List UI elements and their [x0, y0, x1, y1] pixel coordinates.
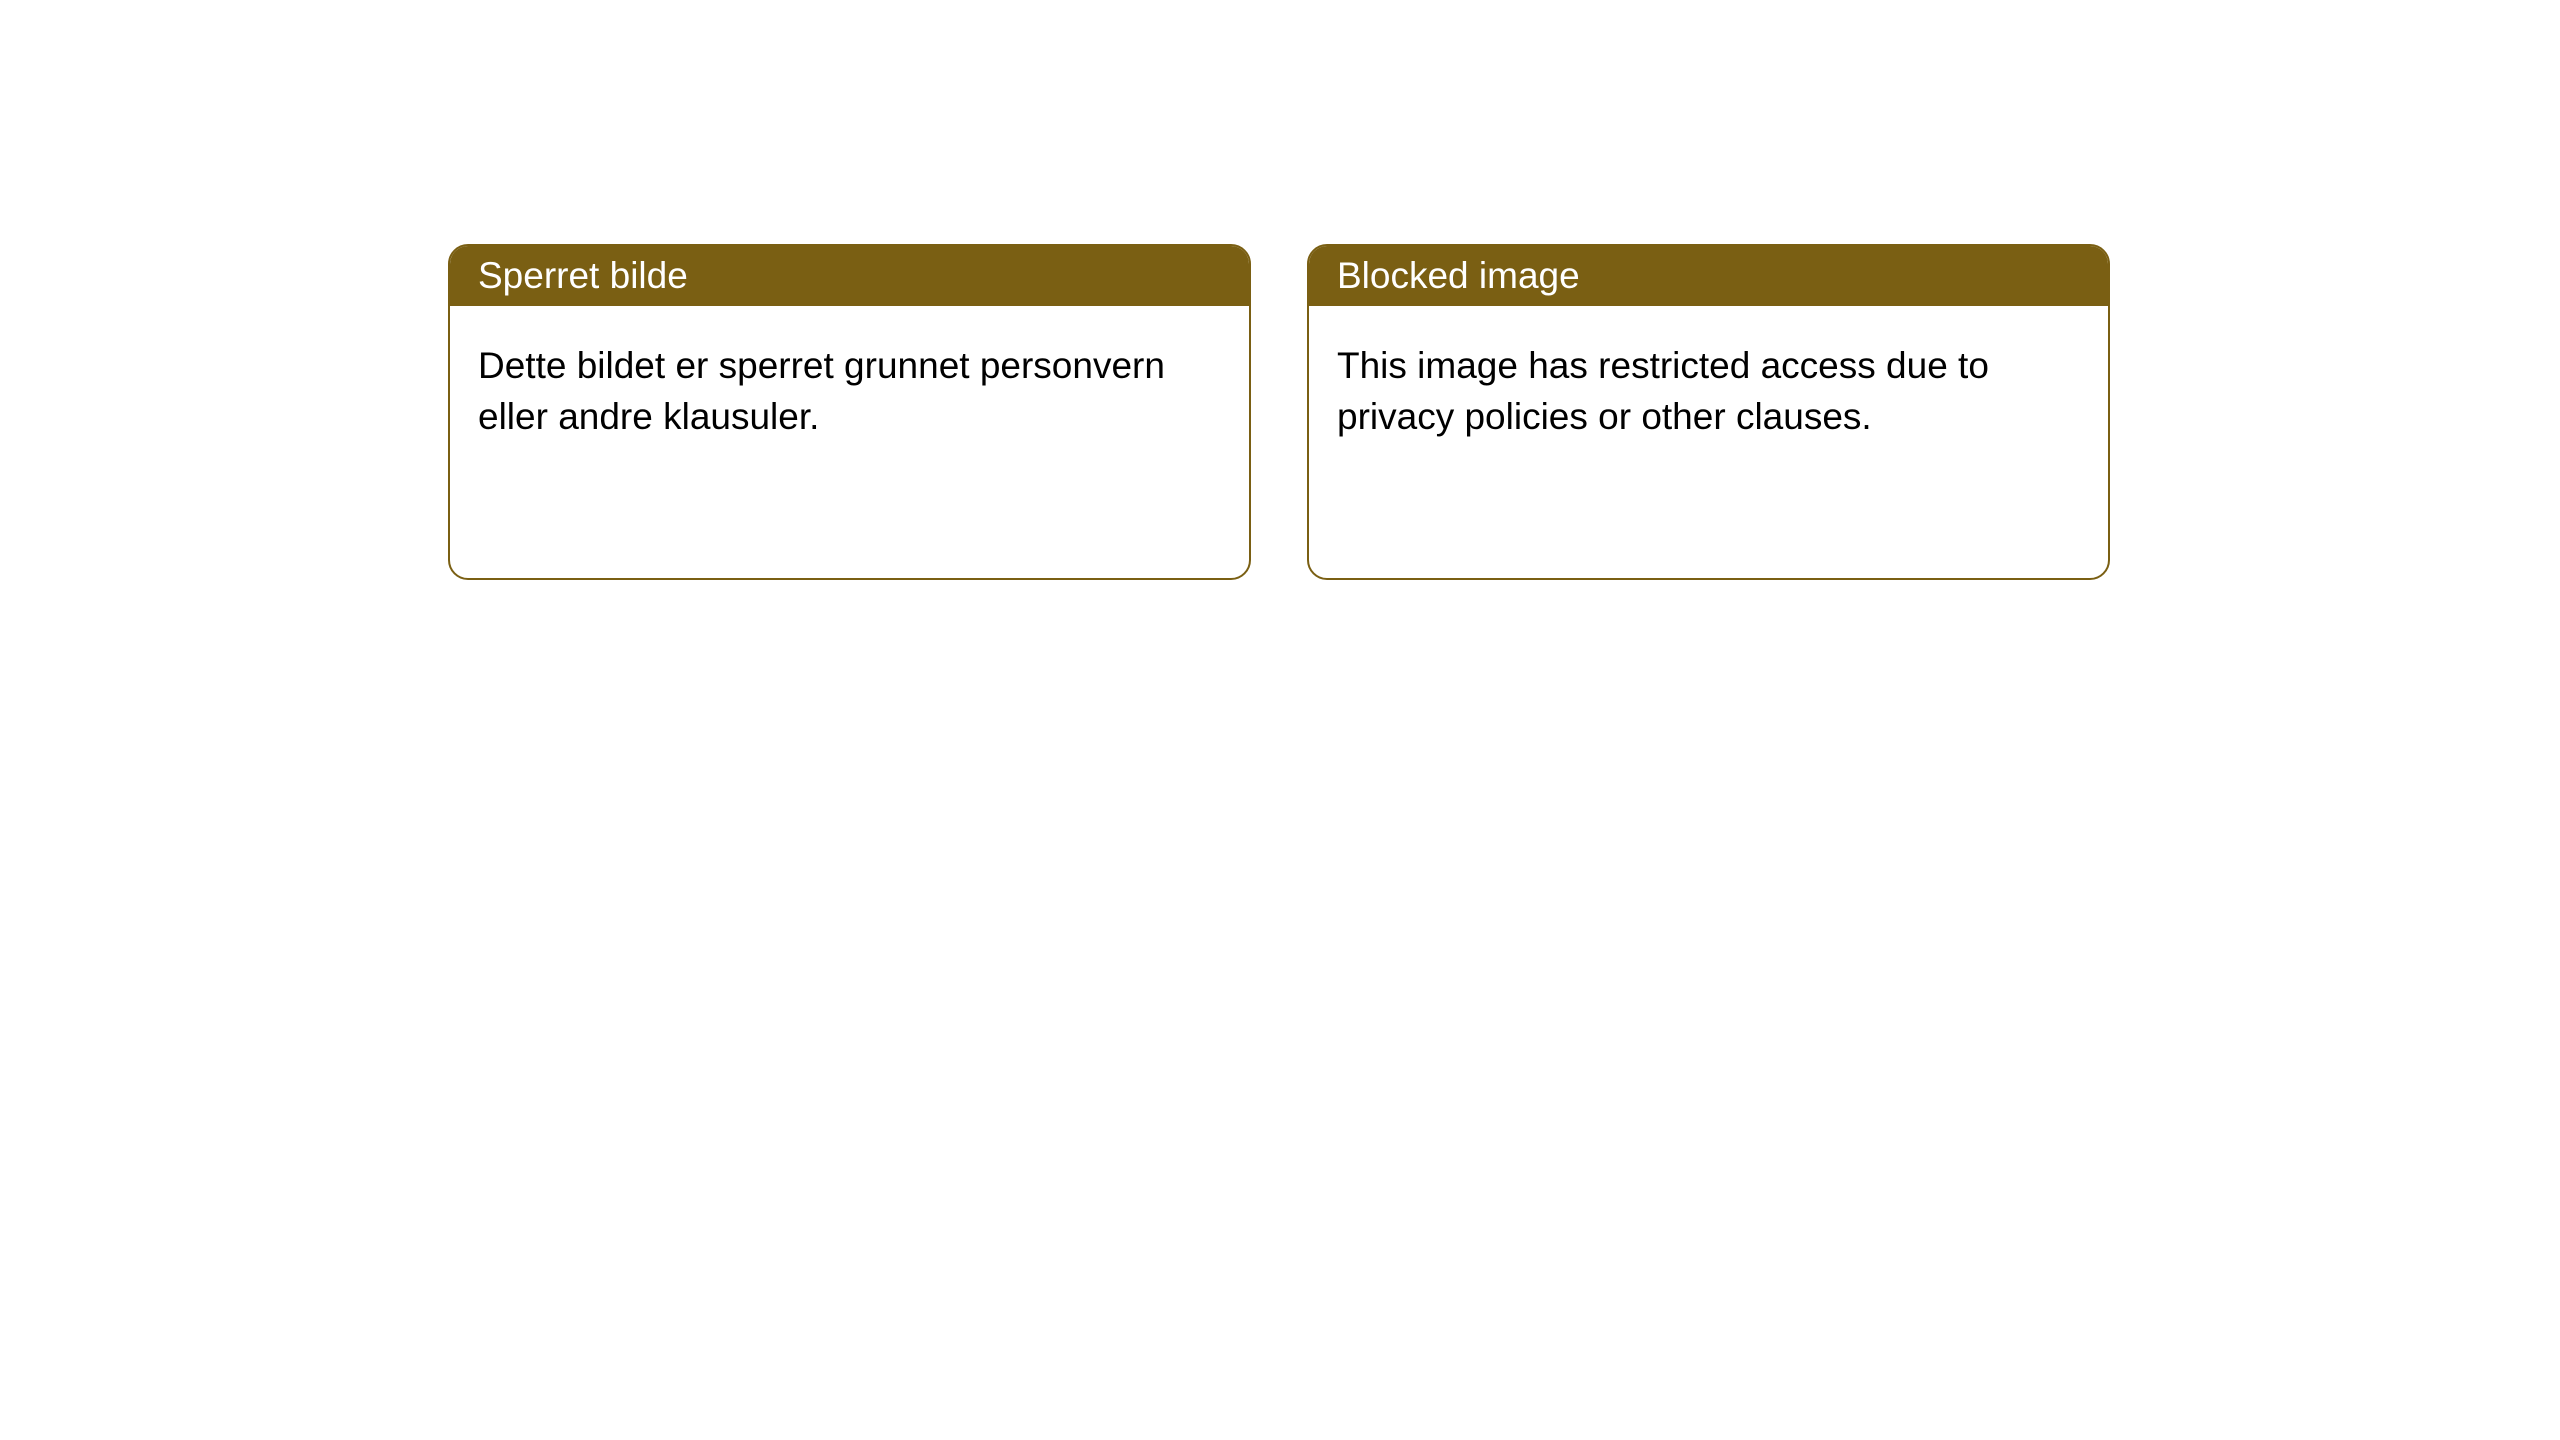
cards-container: Sperret bilde Dette bildet er sperret gr…: [0, 0, 2560, 580]
notice-card-english: Blocked image This image has restricted …: [1307, 244, 2110, 580]
card-body: Dette bildet er sperret grunnet personve…: [450, 306, 1249, 476]
card-title: Blocked image: [1337, 255, 1580, 297]
card-header: Sperret bilde: [450, 246, 1249, 306]
card-header: Blocked image: [1309, 246, 2108, 306]
card-body-text: Dette bildet er sperret grunnet personve…: [478, 345, 1165, 437]
card-body: This image has restricted access due to …: [1309, 306, 2108, 476]
card-body-text: This image has restricted access due to …: [1337, 345, 1989, 437]
card-title: Sperret bilde: [478, 255, 688, 297]
notice-card-norwegian: Sperret bilde Dette bildet er sperret gr…: [448, 244, 1251, 580]
